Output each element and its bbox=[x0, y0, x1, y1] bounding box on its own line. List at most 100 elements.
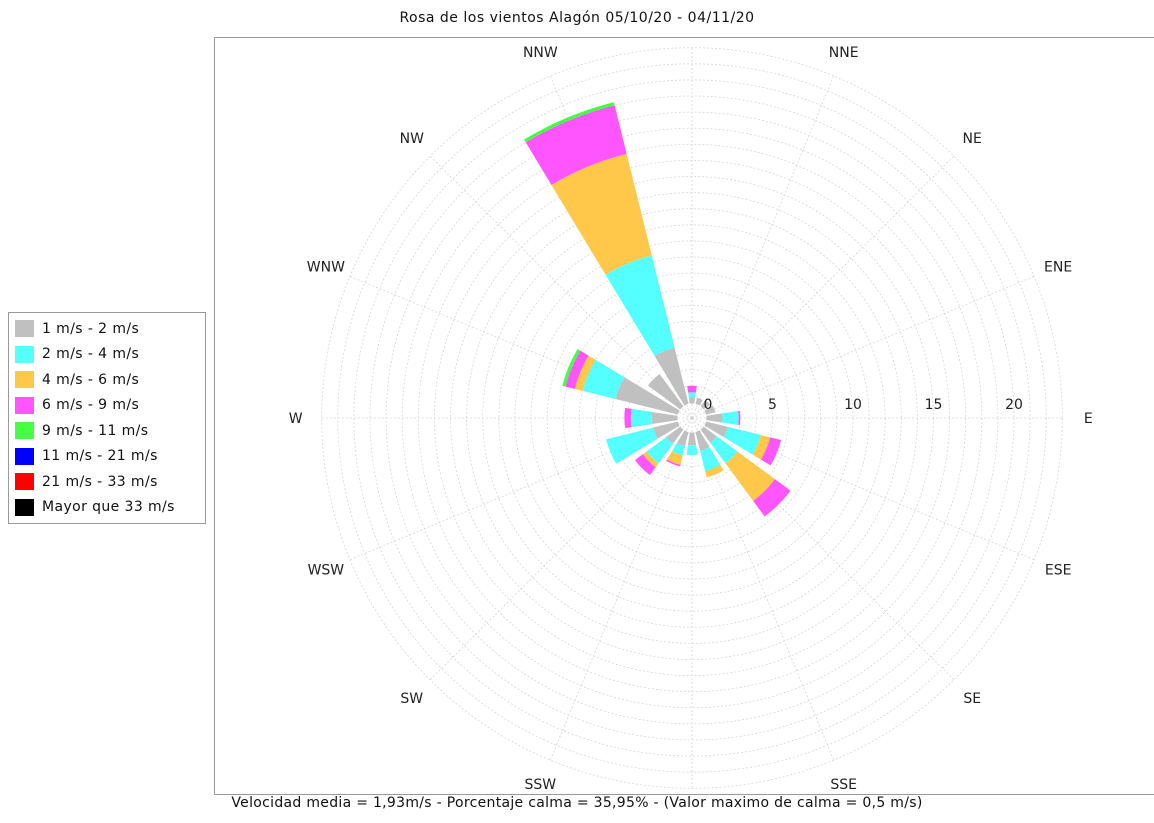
direction-label: SSE bbox=[830, 777, 857, 793]
petal-segment bbox=[525, 105, 627, 186]
petal-segment bbox=[666, 459, 681, 467]
legend-item: 6 m/s - 9 m/s bbox=[9, 393, 205, 419]
direction-label: SSW bbox=[525, 777, 557, 793]
legend-label: 21 m/s - 33 m/s bbox=[42, 473, 158, 490]
legend-swatch bbox=[15, 473, 34, 491]
direction-label: NNW bbox=[523, 45, 558, 61]
radial-tick-label: 0 bbox=[704, 397, 713, 413]
petal-segment bbox=[704, 405, 716, 415]
petal-segment bbox=[562, 348, 581, 387]
direction-spoke bbox=[691, 75, 835, 419]
grid-circle bbox=[321, 47, 1063, 789]
radial-tick-label: 15 bbox=[925, 397, 943, 413]
legend-item: 21 m/s - 33 m/s bbox=[9, 469, 205, 495]
direction-label: E bbox=[1084, 411, 1093, 427]
legend-label: 2 m/s - 4 m/s bbox=[42, 346, 140, 363]
petal-segment bbox=[624, 407, 632, 429]
legend-swatch bbox=[15, 345, 34, 363]
petal-segment bbox=[666, 426, 684, 444]
direction-spoke bbox=[691, 155, 955, 419]
legend-swatch bbox=[15, 396, 34, 414]
petal-segment bbox=[646, 437, 673, 464]
petal-segment bbox=[723, 426, 761, 455]
petal-segment bbox=[524, 102, 615, 143]
petal-segment bbox=[667, 451, 683, 465]
grid-circle bbox=[353, 79, 1031, 757]
legend-item: 1 m/s - 2 m/s bbox=[9, 316, 205, 342]
legend-label: 4 m/s - 6 m/s bbox=[42, 371, 140, 388]
petal-segment bbox=[695, 430, 710, 451]
petal-segment bbox=[642, 451, 659, 468]
legend-label: Mayor que 33 m/s bbox=[42, 499, 175, 516]
petal-segment bbox=[695, 397, 703, 406]
legend-item: 9 m/s - 11 m/s bbox=[9, 418, 205, 444]
direction-label: NNE bbox=[829, 45, 859, 61]
direction-spoke bbox=[429, 155, 693, 419]
petal-segment bbox=[677, 430, 689, 447]
legend-item: 4 m/s - 6 m/s bbox=[9, 367, 205, 393]
direction-label: SW bbox=[400, 691, 423, 707]
direction-label: SE bbox=[963, 691, 981, 707]
legend-label: 1 m/s - 2 m/s bbox=[42, 320, 140, 337]
petal-segment bbox=[706, 413, 723, 423]
petal-segment bbox=[704, 421, 728, 438]
petal-segment bbox=[700, 399, 711, 410]
legend-label: 9 m/s - 11 m/s bbox=[42, 422, 149, 439]
radial-tick-label: 10 bbox=[844, 397, 862, 413]
petal-segment bbox=[615, 377, 680, 415]
direction-spoke bbox=[691, 417, 835, 761]
legend-swatch bbox=[15, 498, 34, 516]
direction-spoke bbox=[549, 417, 693, 761]
plot-frame bbox=[214, 37, 1154, 795]
direction-spoke bbox=[691, 275, 1035, 419]
direction-label: NE bbox=[963, 131, 982, 147]
chart-footer: Velocidad media = 1,93m/s - Porcentaje c… bbox=[231, 795, 923, 811]
petal-segment bbox=[582, 359, 625, 400]
petal-segment bbox=[574, 355, 596, 391]
legend: 1 m/s - 2 m/s 2 m/s - 4 m/s 4 m/s - 6 m/… bbox=[8, 312, 206, 524]
petal-segment bbox=[606, 427, 658, 464]
petal-segment bbox=[753, 479, 791, 517]
petal-segment bbox=[688, 397, 696, 404]
legend-label: 11 m/s - 21 m/s bbox=[42, 448, 158, 465]
petal-segment bbox=[687, 385, 697, 393]
legend-swatch bbox=[15, 422, 34, 440]
petal-segment bbox=[605, 255, 675, 356]
legend-label: 6 m/s - 9 m/s bbox=[42, 397, 140, 414]
petal-segment bbox=[651, 411, 678, 425]
radial-tick-label: 5 bbox=[768, 397, 777, 413]
direction-label: W bbox=[289, 411, 303, 427]
petal-segment bbox=[654, 347, 689, 406]
petal-segment bbox=[687, 432, 697, 446]
direction-label: WSW bbox=[308, 563, 345, 579]
petal-segment bbox=[647, 373, 684, 410]
petal-segment bbox=[752, 435, 771, 460]
chart-title: Rosa de los vientos Alagón 05/10/20 - 04… bbox=[399, 10, 755, 26]
direction-label: NW bbox=[400, 131, 424, 147]
legend-item: Mayor que 33 m/s bbox=[9, 495, 205, 521]
petal-segment bbox=[652, 421, 680, 439]
grid-circle bbox=[337, 63, 1047, 773]
petal-segment bbox=[686, 445, 698, 456]
petal-segment bbox=[710, 436, 738, 464]
petal-segment bbox=[722, 411, 739, 425]
petal-segment bbox=[688, 392, 696, 398]
legend-item: 2 m/s - 4 m/s bbox=[9, 342, 205, 368]
radial-tick-label: 20 bbox=[1005, 397, 1023, 413]
legend-swatch bbox=[15, 447, 34, 465]
petal-segment bbox=[738, 410, 741, 426]
petal-segment bbox=[630, 408, 653, 428]
legend-swatch bbox=[15, 371, 34, 389]
petal-segment bbox=[634, 454, 656, 476]
petal-segment bbox=[672, 442, 686, 456]
legend-item: 11 m/s - 21 m/s bbox=[9, 444, 205, 470]
direction-label: ENE bbox=[1044, 259, 1072, 275]
direction-label: ESE bbox=[1045, 563, 1072, 579]
petal-segment bbox=[565, 350, 589, 389]
petal-segment bbox=[725, 451, 775, 501]
legend-swatch bbox=[15, 320, 34, 338]
petal-segment bbox=[705, 464, 724, 478]
wind-rose-plot: 05101520NNNENEENEEESESESSESSSWSWWSWWWNWN… bbox=[289, 45, 1093, 793]
petal-segment bbox=[700, 446, 721, 472]
direction-label: WNW bbox=[307, 259, 345, 275]
